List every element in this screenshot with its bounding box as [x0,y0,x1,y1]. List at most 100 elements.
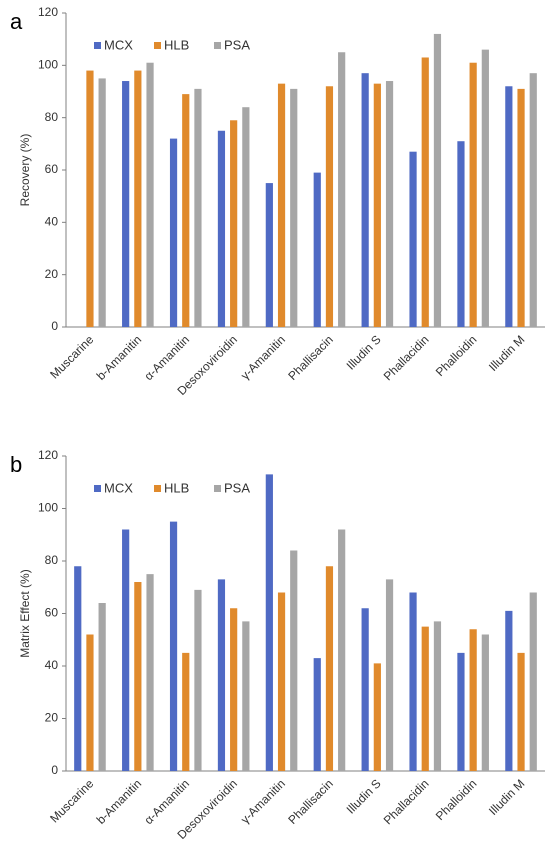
bar-0-mcx-5 [313,172,321,327]
x-category-label-0-2: α-Amanitin [141,332,192,383]
x-category-label-1-6: Illudin S [344,776,384,816]
bar-1-hlb-1 [134,582,142,771]
legend-swatch-0-mcx [94,42,101,49]
bar-0-psa-1 [146,62,154,327]
bar-1-hlb-0 [86,634,94,771]
bar-1-mcx-9 [505,610,513,771]
bar-0-mcx-9 [505,86,513,328]
y-tick-label-1-1: 20 [45,711,59,725]
legend-label-0-psa: PSA [224,37,250,52]
bar-0-hlb-7 [421,57,429,327]
bar-1-psa-6 [385,579,394,771]
bar-1-mcx-2 [169,521,178,771]
bar-0-hlb-8 [469,62,477,327]
bar-0-mcx-4 [265,183,273,327]
bar-0-mcx-6 [361,73,369,327]
y-tick-label-1-0: 0 [51,763,58,777]
bar-0-mcx-8 [457,141,465,327]
legend-swatch-1-mcx [94,485,101,492]
bar-0-mcx-7 [409,151,417,327]
bar-1-psa-9 [529,592,537,771]
bar-1-mcx-4 [265,474,273,771]
y-tick-label-1-3: 60 [45,606,59,620]
x-category-label-0-8: Phalloidin [433,332,480,379]
bar-0-psa-7 [433,33,442,327]
bar-1-psa-7 [433,621,442,771]
bar-0-hlb-1 [134,70,142,328]
y-tick-label-1-5: 100 [38,501,58,515]
bar-0-psa-4 [290,88,298,327]
bar-0-psa-0 [98,78,106,328]
x-category-label-0-7: Phallacidin [381,332,432,383]
y-tick-label-0-0: 0 [51,319,58,333]
legend-label-0-hlb: HLB [164,37,189,52]
bar-1-psa-3 [242,621,250,771]
x-category-label-0-4: γ-Amanitin [238,332,288,382]
y-tick-label-0-1: 20 [45,267,59,281]
x-category-label-1-8: Phalloidin [433,776,480,823]
x-category-label-1-1: b-Amanitin [94,776,144,826]
y-tick-label-0-3: 60 [45,162,59,176]
legend-swatch-0-hlb [154,42,161,49]
bar-1-hlb-3 [230,608,238,771]
legend-label-1-mcx: MCX [104,480,133,495]
y-tick-label-1-2: 40 [45,658,59,672]
x-category-label-1-7: Phallacidin [381,776,432,827]
bar-1-mcx-0 [74,566,82,771]
x-category-label-1-0: Muscarine [47,776,96,825]
bar-1-hlb-6 [373,663,381,771]
y-tick-label-0-6: 120 [38,5,58,19]
bar-0-hlb-6 [373,83,381,328]
x-category-label-0-5: Phallisacin [285,332,335,382]
x-category-label-0-6: Illudin S [344,332,384,372]
bar-0-mcx-2 [169,138,178,327]
bar-0-hlb-5 [325,86,334,328]
x-category-label-1-9: Illudin M [486,776,527,817]
bar-1-psa-1 [146,574,154,771]
bar-1-mcx-1 [122,529,130,771]
bar-1-psa-4 [290,550,298,771]
x-category-label-1-4: γ-Amanitin [238,776,288,826]
y-axis-title-1: Matrix Effect (%) [18,569,32,657]
y-tick-label-0-4: 80 [45,110,59,124]
legend-swatch-1-psa [214,485,221,492]
y-tick-label-0-5: 100 [38,58,58,72]
bar-0-psa-2 [194,88,202,327]
bar-1-hlb-7 [421,626,429,771]
x-category-label-1-5: Phallisacin [285,776,335,826]
bar-1-psa-2 [194,589,202,771]
legend-label-1-psa: PSA [224,480,250,495]
bar-0-mcx-3 [217,130,226,327]
bar-0-hlb-0 [86,70,94,328]
y-tick-label-0-2: 40 [45,215,59,229]
bar-1-mcx-5 [313,658,321,771]
bar-1-psa-5 [338,529,346,771]
legend-label-1-hlb: HLB [164,480,189,495]
legend-swatch-0-psa [214,42,221,49]
bar-1-mcx-8 [457,652,465,771]
bar-0-hlb-4 [277,83,286,328]
y-tick-label-1-6: 120 [38,448,58,462]
bar-1-hlb-8 [469,629,477,771]
bar-1-mcx-3 [217,579,226,771]
x-category-label-0-0: Muscarine [47,332,96,381]
bar-1-mcx-6 [361,608,369,771]
bar-1-psa-8 [481,634,489,771]
x-category-label-0-9: Illudin M [486,332,527,373]
bar-1-hlb-9 [517,652,525,771]
bar-0-psa-5 [338,52,346,327]
panel-label-a: a [10,9,23,34]
bar-0-psa-9 [529,73,537,327]
bar-0-hlb-2 [182,94,190,327]
x-category-label-0-1: b-Amanitin [94,332,144,382]
x-category-label-1-2: α-Amanitin [141,776,192,827]
legend-swatch-1-hlb [154,485,161,492]
bar-0-hlb-9 [517,88,525,327]
y-tick-label-1-4: 80 [45,553,59,567]
bar-0-psa-3 [242,107,250,327]
bar-0-psa-6 [385,81,394,328]
bar-1-hlb-4 [277,592,286,771]
bar-1-psa-0 [98,603,106,771]
